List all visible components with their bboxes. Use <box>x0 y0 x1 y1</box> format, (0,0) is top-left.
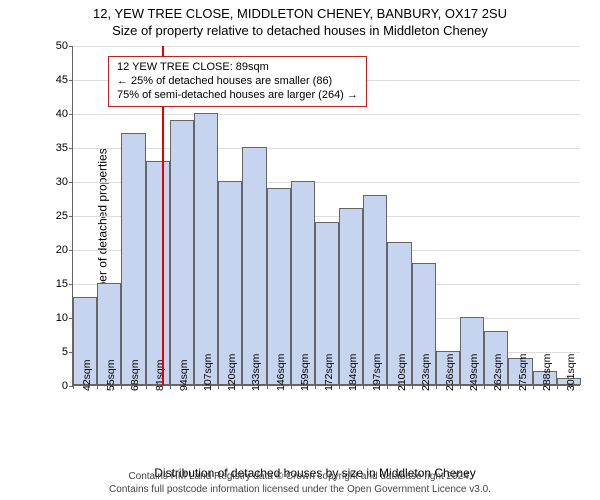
xtick-mark <box>557 385 558 389</box>
xtick-mark <box>533 385 534 389</box>
info-box: 12 YEW TREE CLOSE: 89sqm ← 25% of detach… <box>108 56 367 107</box>
xtick-mark <box>436 385 437 389</box>
bar <box>146 161 170 385</box>
xtick-label: 184sqm <box>347 354 359 391</box>
info-line-2: ← 25% of detached houses are smaller (86… <box>117 75 358 89</box>
xtick-mark <box>339 385 340 389</box>
ytick-label: 20 <box>56 244 73 256</box>
ytick-label: 50 <box>56 40 73 52</box>
xtick-mark <box>73 385 74 389</box>
xtick-mark <box>170 385 171 389</box>
footer-line-1: Contains HM Land Registry data © Crown c… <box>0 471 600 484</box>
xtick-label: 249sqm <box>468 354 480 391</box>
xtick-mark <box>97 385 98 389</box>
xtick-label: 159sqm <box>299 354 311 391</box>
xtick-mark <box>242 385 243 389</box>
xtick-label: 301sqm <box>565 354 577 391</box>
info-line-1: 12 YEW TREE CLOSE: 89sqm <box>117 61 358 75</box>
xtick-label: 262sqm <box>492 354 504 391</box>
xtick-label: 133sqm <box>250 354 262 391</box>
gridline <box>73 114 580 115</box>
xtick-label: 288sqm <box>541 354 553 391</box>
bar <box>194 113 218 385</box>
xtick-label: 197sqm <box>371 354 383 391</box>
bar <box>121 133 145 385</box>
plot-area: 0510152025303540455042sqm55sqm68sqm81sqm… <box>72 46 580 386</box>
xtick-label: 172sqm <box>323 354 335 391</box>
footer: Contains HM Land Registry data © Crown c… <box>0 471 600 496</box>
footer-line-2: Contains full postcode information licen… <box>0 484 600 497</box>
xtick-label: 223sqm <box>420 354 432 391</box>
ytick-label: 0 <box>62 380 73 392</box>
xtick-mark <box>315 385 316 389</box>
xtick-mark <box>291 385 292 389</box>
xtick-label: 275sqm <box>517 354 529 391</box>
xtick-mark <box>363 385 364 389</box>
xtick-label: 107sqm <box>202 354 214 391</box>
xtick-mark <box>508 385 509 389</box>
xtick-mark <box>412 385 413 389</box>
ytick-label: 35 <box>56 142 73 154</box>
gridline <box>73 46 580 47</box>
xtick-label: 120sqm <box>226 354 238 391</box>
xtick-label: 42sqm <box>81 359 93 391</box>
gridline <box>73 148 580 149</box>
ytick-label: 5 <box>62 346 73 358</box>
xtick-mark <box>387 385 388 389</box>
bar <box>170 120 194 385</box>
xtick-label: 68sqm <box>129 359 141 391</box>
ytick-label: 15 <box>56 278 73 290</box>
page-subtitle: Size of property relative to detached ho… <box>0 23 600 40</box>
page-title: 12, YEW TREE CLOSE, MIDDLETON CHENEY, BA… <box>0 6 600 23</box>
xtick-mark <box>194 385 195 389</box>
xtick-label: 94sqm <box>178 359 190 391</box>
xtick-label: 55sqm <box>105 359 117 391</box>
ytick-label: 30 <box>56 176 73 188</box>
xtick-label: 146sqm <box>275 354 287 391</box>
xtick-mark <box>460 385 461 389</box>
xtick-label: 210sqm <box>396 354 408 391</box>
chart: Number of detached properties 0510152025… <box>50 46 580 416</box>
xtick-mark <box>484 385 485 389</box>
ytick-label: 40 <box>56 108 73 120</box>
ytick-label: 10 <box>56 312 73 324</box>
xtick-mark <box>218 385 219 389</box>
xtick-mark <box>121 385 122 389</box>
xtick-mark <box>146 385 147 389</box>
xtick-mark <box>267 385 268 389</box>
ytick-label: 25 <box>56 210 73 222</box>
ytick-label: 45 <box>56 74 73 86</box>
bar <box>242 147 266 385</box>
info-line-3: 75% of semi-detached houses are larger (… <box>117 89 358 103</box>
xtick-label: 236sqm <box>444 354 456 391</box>
